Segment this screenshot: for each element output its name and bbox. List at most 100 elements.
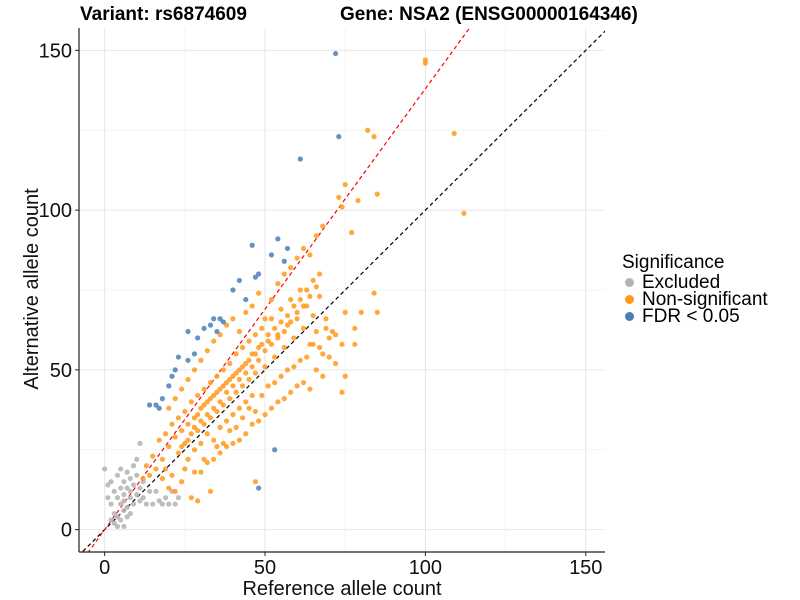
data-points [102,50,467,530]
point-non-significant [297,357,303,363]
point-fdr-0-05 [268,252,275,258]
point-excluded [134,491,140,498]
point-non-significant [265,383,271,389]
point-fdr-0-05 [236,277,242,284]
x-tick-label: 100 [409,557,442,579]
point-non-significant [278,319,284,325]
point-non-significant [195,427,201,434]
point-non-significant [336,194,342,200]
point-non-significant [214,389,220,395]
point-fdr-0-05 [284,245,291,252]
point-non-significant [185,456,191,462]
point-non-significant [252,351,259,357]
y-axis-title: Alternative allele count [21,188,43,390]
point-non-significant [236,376,242,383]
axes [78,28,605,553]
point-non-significant [227,376,233,383]
point-fdr-0-05 [185,328,191,335]
point-non-significant [230,373,236,379]
point-fdr-0-05 [146,402,153,408]
point-non-significant [233,351,239,357]
point-excluded [121,523,127,530]
y-tick-label: 50 [50,360,72,382]
point-non-significant [281,396,287,402]
point-fdr-0-05 [166,383,172,389]
point-fdr-0-05 [252,274,259,280]
point-non-significant [243,360,249,367]
point-non-significant [211,338,217,344]
point-non-significant [256,290,262,296]
point-fdr-0-05 [211,316,217,322]
point-non-significant [288,389,294,395]
point-excluded [121,507,127,514]
point-non-significant [284,322,291,328]
point-fdr-0-05 [220,319,226,325]
point-non-significant [230,412,236,418]
point-fdr-0-05 [256,485,262,491]
point-non-significant [281,328,287,335]
point-non-significant [272,380,278,386]
point-non-significant [220,383,226,389]
point-non-significant [204,412,210,418]
point-non-significant [243,370,249,376]
point-non-significant [207,415,214,421]
point-non-significant [371,134,377,140]
legend-dot-fdr [624,312,634,321]
point-non-significant [320,373,326,379]
point-non-significant [198,418,204,424]
point-non-significant [230,440,236,446]
point-fdr-0-05 [195,335,201,341]
x-tick-label: 150 [569,557,602,579]
point-non-significant [217,424,223,430]
point-non-significant [246,376,252,383]
reference-lines [81,28,605,552]
point-excluded [108,501,114,507]
point-non-significant [371,290,377,296]
point-excluded [156,498,162,504]
point-non-significant [262,364,268,370]
point-non-significant [201,456,207,462]
point-non-significant [198,440,204,446]
point-excluded [108,517,114,523]
point-fdr-0-05 [175,354,182,360]
point-excluded [108,479,114,485]
point-non-significant [374,191,380,197]
point-excluded [121,498,127,504]
point-non-significant [278,306,284,312]
legend-title: Significance [622,252,725,273]
point-non-significant [320,223,326,229]
x-tick-label: 50 [254,557,276,579]
point-fdr-0-05 [185,357,191,363]
point-non-significant [236,367,242,373]
point-non-significant [326,354,332,360]
point-non-significant [211,405,217,411]
point-non-significant [268,405,275,411]
point-non-significant [198,469,204,475]
point-fdr-0-05 [281,258,287,264]
point-non-significant [185,376,191,383]
point-non-significant [172,396,178,402]
point-non-significant [294,316,300,322]
point-non-significant [332,332,339,338]
point-non-significant [223,322,230,328]
point-excluded [111,488,117,494]
point-non-significant [207,396,214,402]
point-non-significant [358,309,364,315]
point-non-significant [300,303,307,309]
point-non-significant [217,399,223,405]
point-non-significant [179,443,185,450]
point-excluded [111,511,117,517]
point-non-significant [249,303,255,309]
point-non-significant [256,344,262,351]
point-non-significant [294,255,300,261]
point-non-significant [198,405,204,411]
point-non-significant [169,421,175,427]
point-non-significant [291,335,297,341]
point-non-significant [278,373,284,379]
point-excluded [121,479,127,485]
point-non-significant [159,456,165,462]
point-non-significant [182,408,188,415]
point-excluded [102,466,108,472]
y-tick-label: 0 [61,520,72,542]
point-fdr-0-05 [243,296,249,303]
